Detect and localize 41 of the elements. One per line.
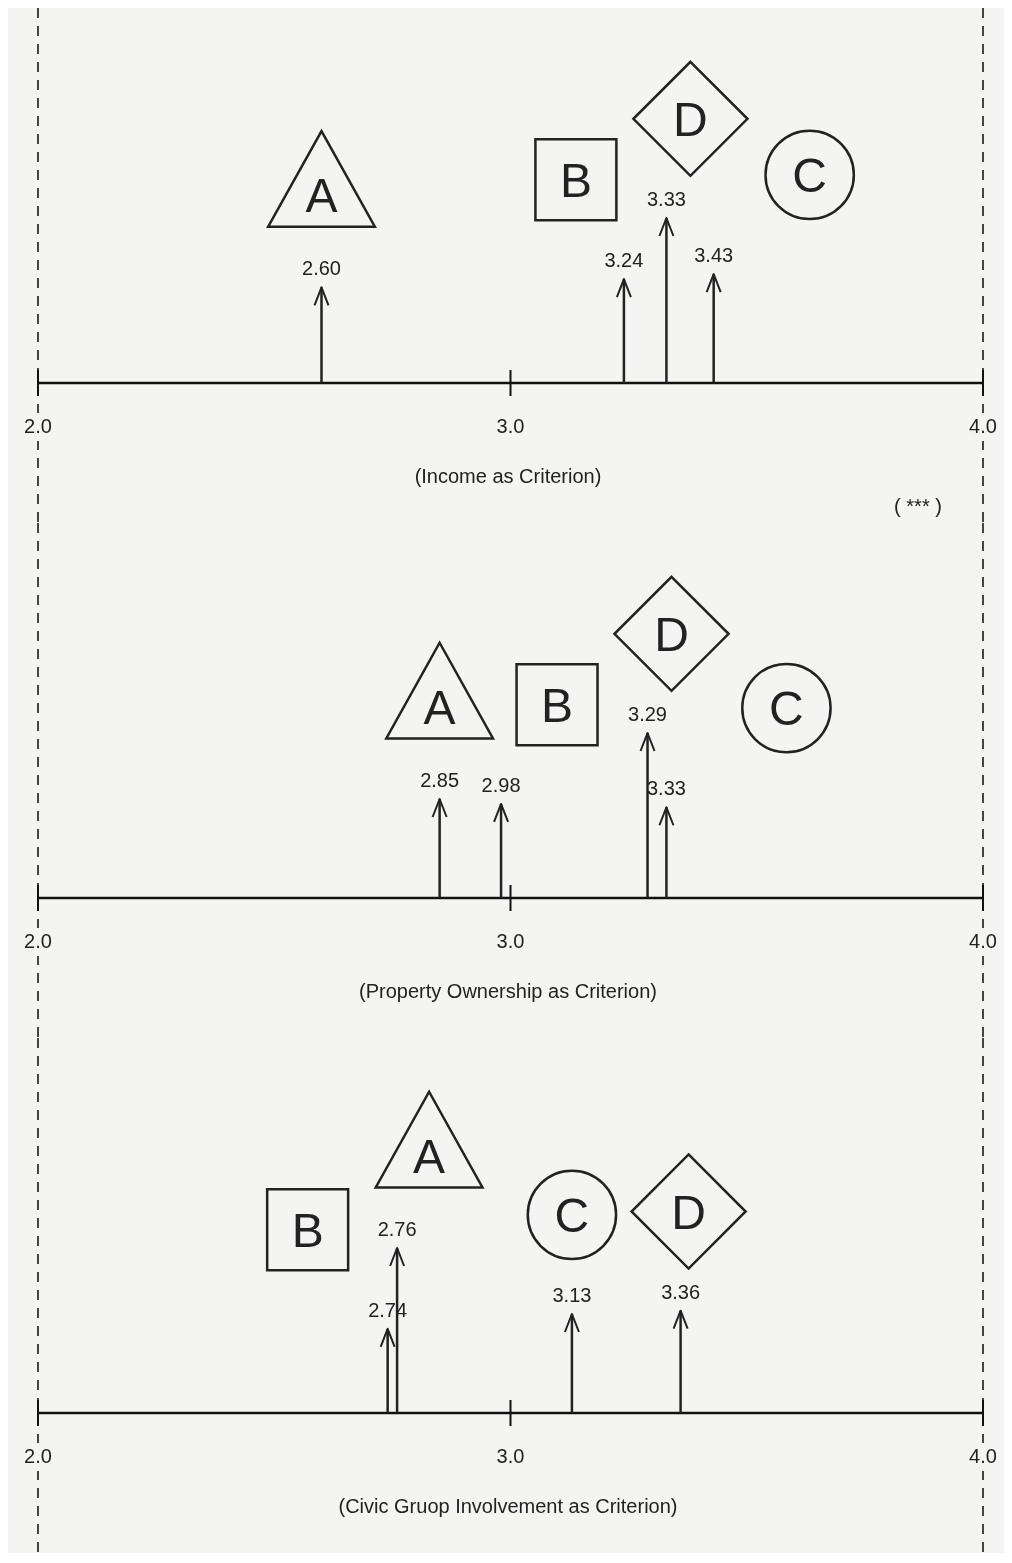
text: C: [792, 148, 828, 202]
x-axis-title: (Civic Gruop Involvement as Criterion): [338, 1495, 678, 1517]
annotation: 3.24: [604, 249, 644, 272]
x-tick-label: 3.0: [496, 930, 525, 952]
annotation: 3.29: [628, 703, 667, 725]
legend-label: C: [769, 682, 804, 736]
annotation: 3.13: [552, 1284, 592, 1306]
series-label: D: [654, 607, 689, 661]
x-tick-label: 2.0: [24, 415, 52, 437]
annotation: 2.60: [302, 257, 341, 280]
series-label: A: [423, 680, 456, 734]
x-tick-label: 4.0: [969, 930, 997, 952]
x-tick-label: 3.0: [496, 415, 525, 437]
series-label: D: [671, 1185, 706, 1239]
bar: [712, 274, 715, 383]
annotation: 3.36: [661, 1280, 701, 1303]
series-label: D: [673, 92, 708, 146]
x-tick-label: 2.0: [24, 930, 52, 952]
x-tick-label: 3.0: [496, 1445, 525, 1467]
annotation: 2.98: [481, 773, 521, 796]
annotation: 3.43: [694, 244, 734, 267]
x-tick-label: 4.0: [969, 1445, 997, 1467]
x-tick-label: 2.0: [24, 1445, 52, 1467]
legend-label: B: [541, 678, 574, 732]
annotation: 2.76: [377, 1218, 417, 1240]
series-label: B: [559, 153, 592, 207]
series-label: A: [413, 1129, 446, 1183]
bar: [320, 287, 323, 383]
bar: [438, 799, 441, 898]
bar: [665, 218, 668, 383]
annotation: 3.33: [646, 188, 686, 210]
text: ( *** ): [894, 495, 942, 517]
annotation: 2.85: [420, 769, 460, 791]
series-label: A: [305, 169, 338, 223]
legend-label: B: [291, 1203, 324, 1257]
x-axis-title: (Property Ownership as Criterion): [359, 980, 657, 1002]
x-axis-title: (Income as Criterion): [414, 465, 602, 487]
bar: [646, 733, 649, 898]
bar: [665, 807, 668, 898]
x-tick-label: 4.0: [969, 415, 997, 437]
legend-label: C: [554, 1188, 590, 1242]
